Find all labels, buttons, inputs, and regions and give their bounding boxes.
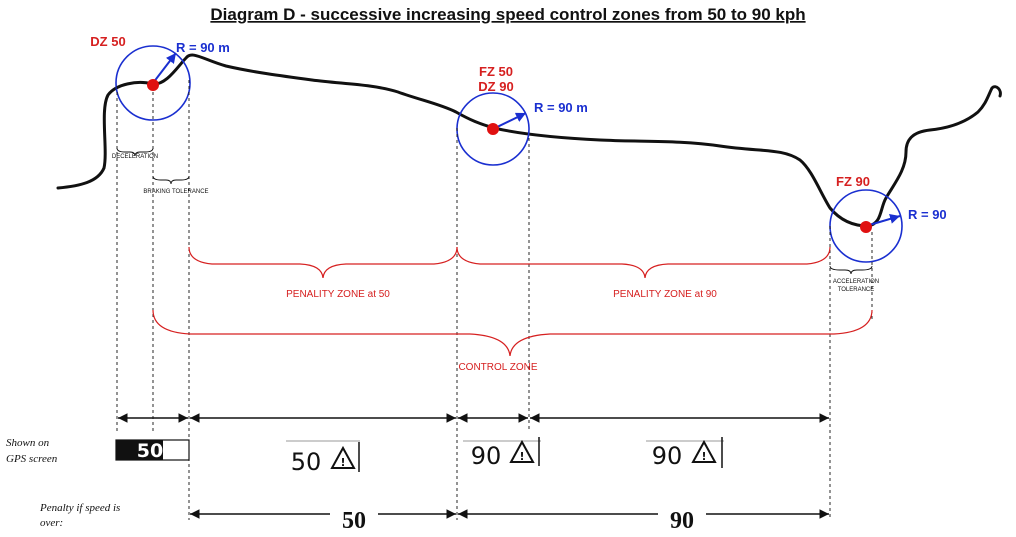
fz50-label: FZ 50: [479, 64, 513, 79]
fz90-radius-label: R = 90: [908, 207, 947, 222]
penalty-zone-50-label: PENALITY ZONE at 50: [286, 289, 390, 300]
dz50-point: [147, 79, 159, 91]
route-line: [56, 53, 1002, 228]
gps-sign-4: 90 !: [646, 437, 724, 470]
fz90-point: [860, 221, 872, 233]
fz90-radius-arrow: [865, 214, 901, 227]
fz50-radius-arrow: [492, 112, 527, 130]
acceleration-tolerance-label: ACCELERATION: [833, 279, 879, 285]
gps-sign-value: 90: [652, 442, 683, 470]
dz50-radius-label: R = 90 m: [176, 40, 230, 55]
warning-icon: [330, 445, 356, 469]
dz50-label: DZ 50: [90, 34, 125, 49]
penalty-50-brace: [188, 246, 458, 279]
small-braces: [116, 147, 873, 275]
gps-screen-label: Shown on: [6, 437, 50, 449]
zone-braces: [152, 246, 873, 357]
dz50-radius-circle: [115, 45, 191, 121]
deceleration-label: DECELERATION: [112, 154, 158, 160]
warning-icon: [509, 439, 535, 463]
dz90-label: DZ 90: [478, 79, 513, 94]
dz50-radius-arrow: [152, 52, 177, 84]
penalty-zone-90-label: PENALITY ZONE at 90: [613, 289, 717, 300]
diagram-title: Diagram D - successive increasing speed …: [210, 5, 805, 24]
braking-tolerance-label: BRAKING TOLERANCE: [143, 189, 208, 195]
penalty-value-50: 50: [342, 508, 366, 534]
acceleration-tolerance-label-2: TOLERANCE: [838, 287, 875, 293]
gps-sign-3: 90 !: [463, 437, 541, 470]
fz90-label: FZ 90: [836, 174, 870, 189]
gps-sign-value: 50: [137, 440, 163, 462]
fz50-radius-label: R = 90 m: [534, 100, 588, 115]
penalty-value-90: 90: [670, 508, 694, 534]
gps-sign-2: 50 !: [286, 440, 360, 476]
svg-text:!: !: [340, 456, 345, 469]
fz50-dz90-point: [487, 123, 499, 135]
penalty-label: Penalty if speed is: [39, 502, 120, 514]
control-zone-label: CONTROL ZONE: [458, 362, 537, 373]
svg-text:!: !: [701, 450, 706, 463]
control-zone-brace: [152, 309, 873, 357]
gps-sign-1: 50: [115, 439, 190, 462]
gps-screen-label-2: GPS screen: [6, 453, 58, 465]
gps-sign-value: 90: [471, 442, 502, 470]
penalty-label-2: over:: [40, 517, 63, 529]
svg-text:!: !: [519, 450, 524, 463]
warning-icon: [691, 439, 717, 463]
gps-sign-value: 50: [291, 448, 322, 476]
penalty-90-brace: [456, 246, 831, 279]
